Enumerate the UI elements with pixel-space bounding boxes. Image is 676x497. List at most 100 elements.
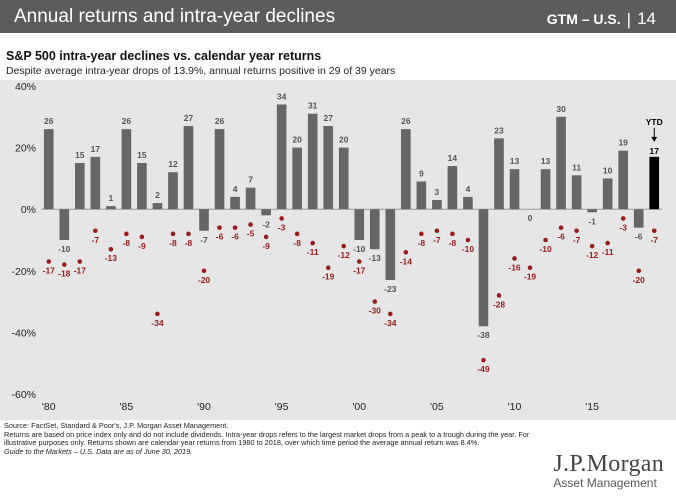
return-bar [245, 187, 256, 210]
badge-label: GTM – U.S. [546, 11, 621, 27]
return-label: 26 [122, 116, 132, 126]
footnotes: Source: FactSet, Standard & Poor's, J.P.… [4, 421, 544, 456]
decline-label: -18 [58, 269, 71, 279]
decline-label: -9 [138, 241, 146, 251]
return-bar [447, 166, 458, 210]
decline-label: -12 [338, 250, 351, 260]
decline-label: -20 [198, 275, 211, 285]
x-tick-label: '90 [197, 401, 211, 413]
decline-dot [543, 237, 548, 243]
logo-subtitle: Asset Management [553, 476, 657, 490]
decline-label: -6 [216, 232, 224, 242]
return-bar [152, 203, 163, 210]
return-bar [494, 138, 504, 210]
decline-label: -34 [151, 318, 164, 328]
page-title: Annual returns and intra-year declines [14, 6, 336, 27]
decline-label: -6 [557, 232, 565, 242]
return-label: 17 [650, 146, 660, 156]
decline-dot [232, 225, 238, 230]
return-label: 20 [339, 135, 349, 145]
decline-dot [481, 357, 486, 363]
header-badge: GTM – U.S. | 14 [547, 9, 656, 29]
return-bar [183, 126, 194, 210]
decline-dot [403, 250, 409, 255]
return-bar [214, 129, 225, 210]
decline-label: -10 [462, 244, 475, 254]
return-bar [354, 209, 365, 240]
return-label: 15 [137, 150, 147, 160]
header-bar: Annual returns and intra-year declines G… [0, 0, 676, 33]
return-bar [168, 172, 178, 210]
decline-label: -34 [384, 318, 397, 328]
ytd-label: YTD [646, 117, 663, 127]
footnote-methodology: Returns are based on price index only an… [4, 429, 530, 448]
logo-name: J.P.Morgan [553, 451, 664, 477]
decline-dot [170, 231, 176, 237]
return-label: 27 [323, 113, 333, 123]
decline-label: -8 [293, 238, 301, 248]
decline-dot [372, 299, 378, 304]
y-tick-label: -20% [11, 266, 36, 278]
decline-dot [496, 293, 502, 298]
return-label: 12 [168, 159, 178, 169]
decline-label: -17 [74, 266, 87, 276]
decline-dot [186, 231, 191, 237]
badge-separator: | [626, 10, 632, 29]
return-label: 30 [556, 104, 566, 114]
return-bar [261, 209, 271, 216]
return-bar [121, 129, 132, 210]
x-tick-label: '00 [352, 401, 366, 413]
decline-dot [61, 262, 67, 267]
chart: 40%20%0%-20%-40%-60%26-1015171261521227-… [0, 80, 676, 420]
decline-label: -11 [307, 247, 319, 257]
return-bar [369, 209, 380, 250]
decline-dot [388, 311, 393, 317]
return-label: 26 [44, 116, 54, 126]
decline-dot [419, 231, 424, 237]
return-label: 4 [233, 184, 238, 194]
decline-dot [558, 225, 564, 230]
return-label: 1 [108, 193, 113, 203]
decline-dot [434, 228, 440, 234]
decline-label: -30 [369, 306, 382, 316]
return-label: 3 [435, 187, 440, 197]
decline-dot [108, 246, 114, 252]
return-label: 13 [541, 156, 551, 166]
decline-dot [527, 265, 533, 271]
x-tick-label: '15 [585, 401, 599, 413]
return-bar [463, 196, 473, 210]
decline-dot [341, 243, 347, 249]
return-label: -23 [384, 284, 397, 294]
return-label: -10 [353, 244, 366, 254]
decline-dot [512, 256, 517, 261]
return-label: 4 [466, 184, 471, 194]
x-tick-label: '95 [275, 401, 289, 413]
return-bar [633, 209, 644, 228]
return-bar [571, 175, 582, 210]
x-tick-label: '05 [430, 401, 444, 413]
decline-label: -19 [322, 272, 335, 282]
return-bar [137, 163, 147, 210]
decline-label: -20 [633, 275, 646, 285]
return-bar [230, 196, 240, 210]
decline-label: -8 [185, 238, 193, 248]
decline-dot [294, 231, 300, 237]
decline-label: -16 [508, 262, 521, 272]
decline-label: -8 [169, 238, 177, 248]
decline-label: -11 [602, 247, 614, 257]
return-label: 2 [155, 190, 160, 200]
decline-dot [636, 268, 642, 274]
return-label: -13 [369, 253, 382, 263]
return-bar [307, 113, 318, 210]
return-bar [602, 178, 613, 210]
decline-dot [589, 243, 595, 249]
return-bar [90, 156, 101, 210]
decline-dot [217, 225, 222, 230]
decline-dot [605, 240, 610, 246]
y-tick-label: -40% [11, 327, 36, 339]
decline-label: -3 [619, 222, 627, 232]
return-bar [587, 209, 597, 213]
return-label: -10 [58, 244, 71, 254]
decline-dot [155, 311, 160, 317]
decline-dot [310, 240, 315, 246]
